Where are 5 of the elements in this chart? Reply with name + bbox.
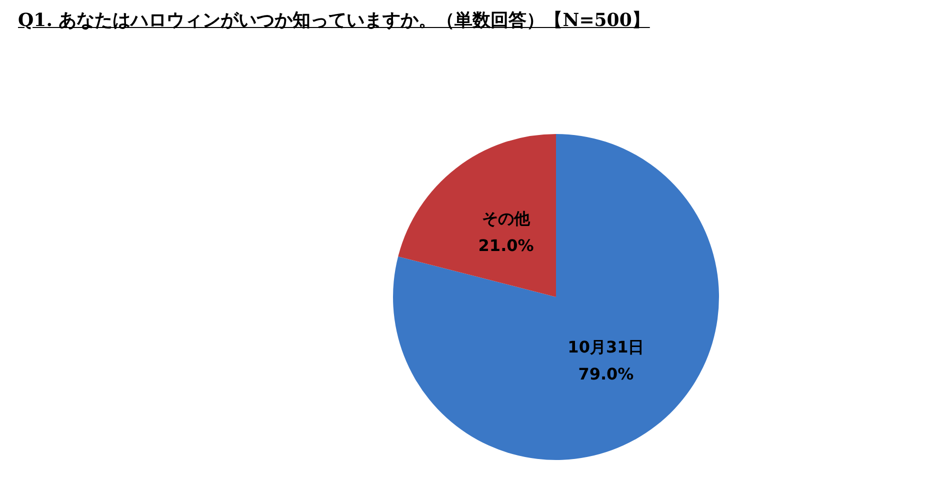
slice-label: 10月31日 — [568, 338, 644, 357]
data-label: 21.0% — [478, 236, 534, 255]
chart-title: Q1. あなたはハロウィンがいつか知っていますか。（単数回答）【N=500】 — [18, 10, 650, 31]
slice-label: その他 — [482, 208, 532, 228]
data-label: 79.0% — [578, 364, 634, 384]
